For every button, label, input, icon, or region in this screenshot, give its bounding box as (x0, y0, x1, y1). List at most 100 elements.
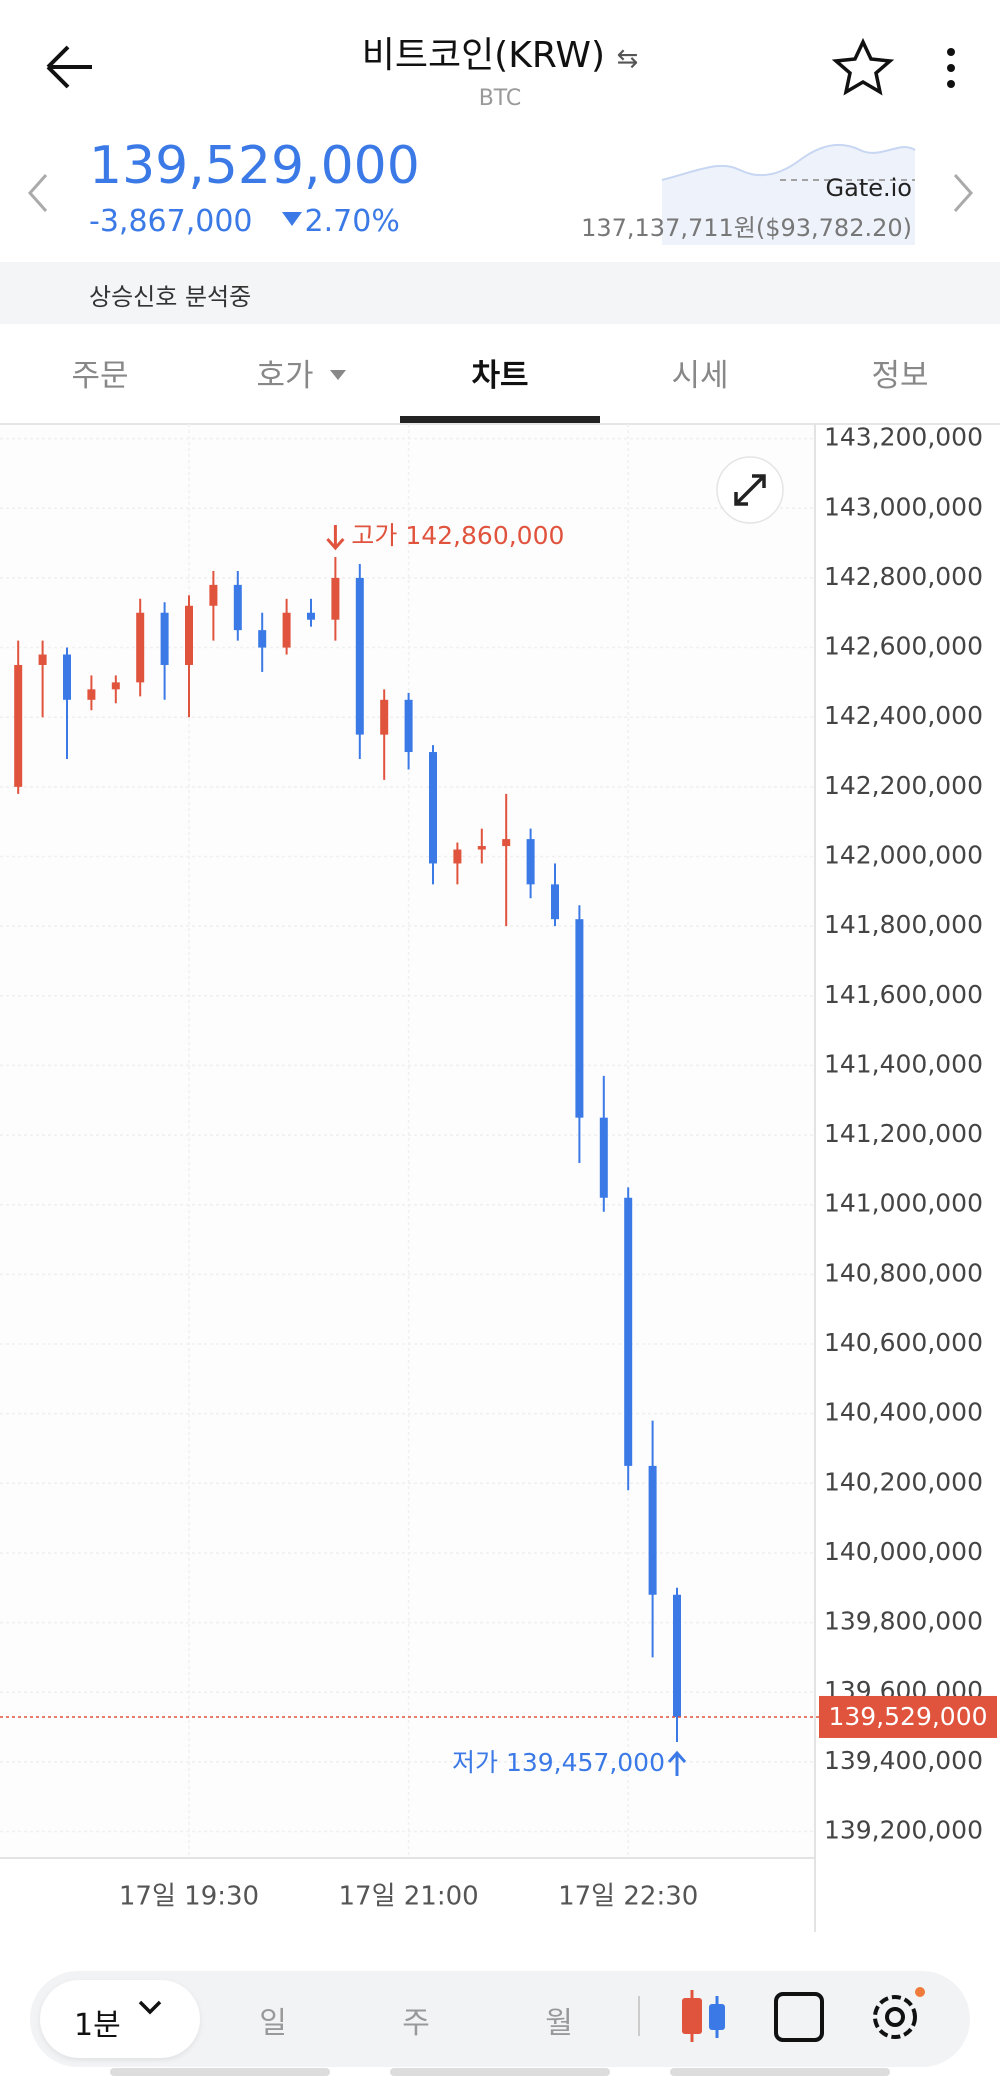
favorite-button[interactable] (831, 37, 895, 96)
y-tick-label: 140,800,000 (824, 1258, 983, 1287)
mini-chart (662, 144, 915, 245)
tab-dropdown (330, 370, 346, 380)
price-change: -3,867,000 2.70% (89, 204, 400, 239)
tab[interactable]: 시세 (671, 358, 729, 394)
last-price-tag (819, 1695, 997, 1738)
candle-body (14, 664, 23, 787)
candle-body (404, 699, 413, 753)
signal-bar[interactable]: 상승신호 분석중 (0, 262, 1000, 324)
y-tick-label: 141,000,000 (824, 1189, 983, 1218)
header-icons (0, 37, 1000, 425)
more-button[interactable] (947, 48, 955, 88)
chevron (138, 2000, 162, 2015)
y-tick-label: 141,200,000 (824, 1119, 983, 1148)
toolbar-icons (110, 1987, 925, 2076)
current-price: 139,529,000 (89, 136, 420, 196)
y-tick-label: 143,000,000 (824, 492, 983, 521)
candle-body (233, 584, 242, 631)
last-price-label: 139,529,000 (828, 1702, 987, 1731)
low-arrow (667, 1750, 687, 1777)
candle-body (599, 1117, 608, 1198)
high-arrow (326, 525, 345, 551)
candle-body (429, 752, 437, 864)
low-label: 저가 139,457,000 (452, 1748, 665, 1777)
candle-body (526, 839, 535, 885)
symbol: BTC (478, 86, 522, 111)
exchange-name: Gate.io (825, 174, 912, 202)
candle-body (185, 605, 193, 665)
candle-body (331, 577, 340, 620)
candle-body (63, 654, 71, 700)
back-button[interactable] (46, 45, 92, 89)
candle-body (380, 699, 389, 735)
next-button[interactable] (953, 174, 974, 212)
candle-body (551, 884, 559, 920)
tab[interactable]: 호가 (256, 358, 314, 394)
candle-body (258, 630, 267, 648)
x-tick-label: 17일 22:30 (558, 1882, 698, 1912)
scroll-hint (670, 2068, 890, 2076)
x-tick-label: 17일 19:30 (119, 1882, 259, 1912)
candle-body (111, 682, 120, 690)
scroll-hint (390, 2068, 610, 2076)
tab-underline (400, 416, 600, 423)
candle-body (648, 1465, 657, 1595)
candle-body (477, 846, 486, 850)
tab[interactable]: 정보 (871, 358, 929, 394)
y-tick-label: 139,400,000 (824, 1746, 983, 1775)
candle-body (624, 1197, 633, 1466)
candle-body (209, 584, 218, 606)
x-tick-label: 17일 21:00 (338, 1882, 478, 1912)
candle-body (453, 849, 462, 864)
candle-body (282, 612, 291, 648)
period-button[interactable]: 주 (402, 2006, 430, 2041)
y-tick-label: 142,000,000 (824, 840, 983, 869)
candle-body (575, 919, 584, 1118)
interval-label: 1분 (74, 2008, 121, 2043)
y-tick-label: 142,400,000 (824, 701, 983, 730)
y-tick-label: 139,800,000 (824, 1607, 983, 1636)
expand-icon (734, 474, 766, 506)
y-tick-label: 142,200,000 (824, 771, 983, 800)
candle-body (355, 577, 364, 735)
down-triangle (282, 212, 302, 226)
y-tick-label: 140,600,000 (824, 1328, 983, 1357)
y-tick-label: 140,200,000 (824, 1467, 983, 1496)
change-rate: 2.70% (304, 204, 400, 239)
y-tick-label: 140,000,000 (824, 1537, 983, 1566)
candle-body (136, 612, 145, 683)
draw-button[interactable] (774, 1992, 824, 2042)
change-amount: -3,867,000 (89, 204, 253, 239)
swap-icon[interactable]: ⇆ (616, 44, 639, 74)
scroll-hint (110, 2068, 330, 2076)
candle-body (673, 1594, 681, 1717)
mini-chart-line (661, 143, 916, 181)
period-button[interactable]: 일 (259, 2006, 287, 2041)
y-tick-label: 139,200,000 (824, 1816, 983, 1845)
tab[interactable]: 주문 (71, 358, 129, 394)
title: 비트코인(KRW) ⇆ (0, 26, 1000, 78)
signal-text: 상승신호 분석중 (89, 283, 252, 311)
candle-body (307, 612, 315, 620)
settings-button[interactable] (873, 1987, 925, 2039)
interval-select[interactable]: 1분 (40, 1980, 200, 2058)
y-tick-label: 141,400,000 (824, 1049, 983, 1078)
title-text: 비트코인(KRW) (361, 35, 606, 76)
tab[interactable]: 차트 (471, 358, 529, 394)
y-tick-label: 140,400,000 (824, 1398, 983, 1427)
y-tick-label: 143,200,000 (824, 423, 983, 452)
y-tick-label: 142,600,000 (824, 632, 983, 661)
high-label: 고가 142,860,000 (351, 521, 564, 550)
exchange-price: 137,137,711원($93,782.20) (581, 214, 912, 242)
plot-background (0, 425, 815, 1859)
y-tick-label: 141,600,000 (824, 980, 983, 1009)
y-tick-label: 142,800,000 (824, 562, 983, 591)
period-button[interactable]: 월 (545, 2006, 573, 2041)
candle-type-button[interactable] (682, 1990, 725, 2042)
prev-button[interactable] (27, 174, 48, 212)
candle-body (160, 612, 169, 665)
chart: 143,200,000 143,000,000 142,800,000 142,600… (0, 423, 997, 1932)
candle-body (502, 839, 511, 847)
candle-body (38, 654, 47, 665)
